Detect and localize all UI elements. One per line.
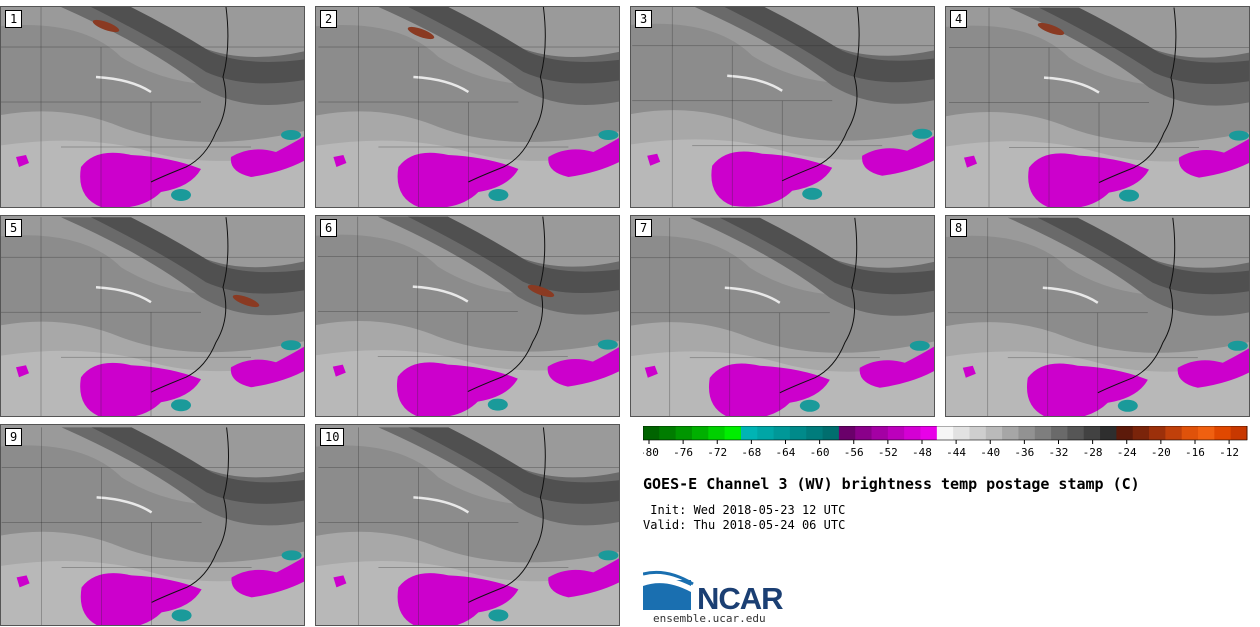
colorbar-swatch [920, 426, 938, 440]
colorbar-swatch [1149, 426, 1166, 440]
colorbar-swatch [887, 426, 905, 440]
map-panel-6: 6 [315, 215, 620, 417]
map-panel-2: 2 [315, 6, 620, 208]
satellite-map [1, 425, 304, 625]
colorbar-swatch [838, 426, 856, 440]
colorbar-swatch [822, 426, 840, 440]
satellite-map [316, 425, 619, 625]
colorbar-swatch [740, 426, 758, 440]
panel-label: 8 [950, 219, 968, 237]
colorbar-tick-label: -40 [980, 446, 1000, 459]
colorbar-swatch [1132, 426, 1150, 440]
colorbar-tick-label: -16 [1185, 446, 1205, 459]
map-panel-8: 8 [945, 215, 1250, 417]
map-panel-5: 5 [0, 215, 305, 417]
colorbar-tick-label: -76 [673, 446, 693, 459]
map-panel-3: 3 [630, 6, 935, 208]
map-panel-10: 10 [315, 424, 620, 626]
colorbar-swatch [643, 426, 660, 440]
panel-label: 4 [950, 10, 968, 28]
panel-label: 3 [635, 10, 653, 28]
colorbar-tick-label: -48 [912, 446, 932, 459]
colorbar-tick-label: -68 [741, 446, 761, 459]
colorbar-swatch [1002, 426, 1019, 440]
colorbar-swatch [1034, 426, 1052, 440]
panel-label: 7 [635, 219, 653, 237]
colorbar-tick-label: -72 [707, 446, 727, 459]
panel-label: 10 [320, 428, 345, 446]
colorbar-swatch [691, 426, 709, 440]
colorbar-swatch [724, 426, 742, 440]
satellite-map [1, 216, 304, 416]
chart-title: GOES-E Channel 3 (WV) brightness temp po… [643, 475, 1140, 493]
panel-label: 2 [320, 10, 338, 28]
colorbar-swatch [659, 426, 677, 440]
colorbar-swatch [1198, 426, 1215, 440]
colorbar-swatch [936, 426, 954, 440]
colorbar-tick-label: -36 [1014, 446, 1034, 459]
colorbar-swatch [953, 426, 970, 440]
colorbar-tick-label: -12 [1219, 446, 1239, 459]
colorbar-swatch [1116, 426, 1134, 440]
panel-label: 6 [320, 219, 338, 237]
colorbar-swatch [1067, 426, 1085, 440]
satellite-map [316, 7, 619, 207]
colorbar: -80 -76 -72 -68 -64 -60 -56 -52 -48 -44 -40 -36 -32 -… [643, 426, 1248, 459]
colorbar-tick-label: -56 [844, 446, 864, 459]
colorbar-tick-label: -80 [643, 446, 659, 459]
panel-label: 9 [5, 428, 23, 446]
map-panel-9: 9 [0, 424, 305, 626]
colorbar-tick-label: -60 [810, 446, 830, 459]
colorbar-swatch [708, 426, 726, 440]
colorbar-swatch [806, 426, 824, 440]
colorbar-swatch [1083, 426, 1101, 440]
panel-label: 5 [5, 219, 23, 237]
colorbar-swatch [1018, 426, 1036, 440]
colorbar-swatch [871, 426, 889, 440]
satellite-map [316, 216, 619, 416]
colorbar-swatch [1100, 426, 1117, 440]
colorbar-swatch [675, 426, 693, 440]
map-panel-7: 7 [630, 215, 935, 417]
colorbar-swatch [757, 426, 775, 440]
satellite-map [946, 216, 1249, 416]
valid-time: Valid: Thu 2018-05-24 06 UTC [643, 518, 846, 532]
ncar-logo-icon [643, 570, 694, 610]
colorbar-tick-label: -28 [1083, 446, 1103, 459]
ncar-logo-text: NCAR [697, 581, 784, 616]
colorbar-tick-label: -32 [1049, 446, 1069, 459]
colorbar-tick-label: -44 [946, 446, 966, 459]
colorbar-swatch [969, 426, 987, 440]
map-panel-4: 4 [945, 6, 1250, 208]
satellite-map [631, 216, 934, 416]
colorbar-swatch [1051, 426, 1068, 440]
map-panel-1: 1 [0, 6, 305, 208]
panel-label: 1 [5, 10, 23, 28]
colorbar-swatch [1165, 426, 1183, 440]
satellite-map [946, 7, 1249, 207]
satellite-map [631, 7, 934, 207]
colorbar-swatch [773, 426, 791, 440]
website-url: ensemble.ucar.edu [653, 612, 766, 625]
colorbar-swatch [904, 426, 922, 440]
colorbar-swatch [855, 426, 873, 440]
colorbar-swatch [789, 426, 807, 440]
colorbar-tick-label: -64 [776, 446, 796, 459]
satellite-map [1, 7, 304, 207]
colorbar-swatch [1181, 426, 1199, 440]
colorbar-tick-label: -24 [1117, 446, 1137, 459]
colorbar-swatch [1214, 426, 1232, 440]
colorbar-swatch [985, 426, 1003, 440]
colorbar-tick-label: -52 [878, 446, 898, 459]
colorbar-tick-label: -20 [1151, 446, 1171, 459]
init-time: Init: Wed 2018-05-23 12 UTC [643, 503, 846, 517]
colorbar-swatch [1230, 426, 1248, 440]
